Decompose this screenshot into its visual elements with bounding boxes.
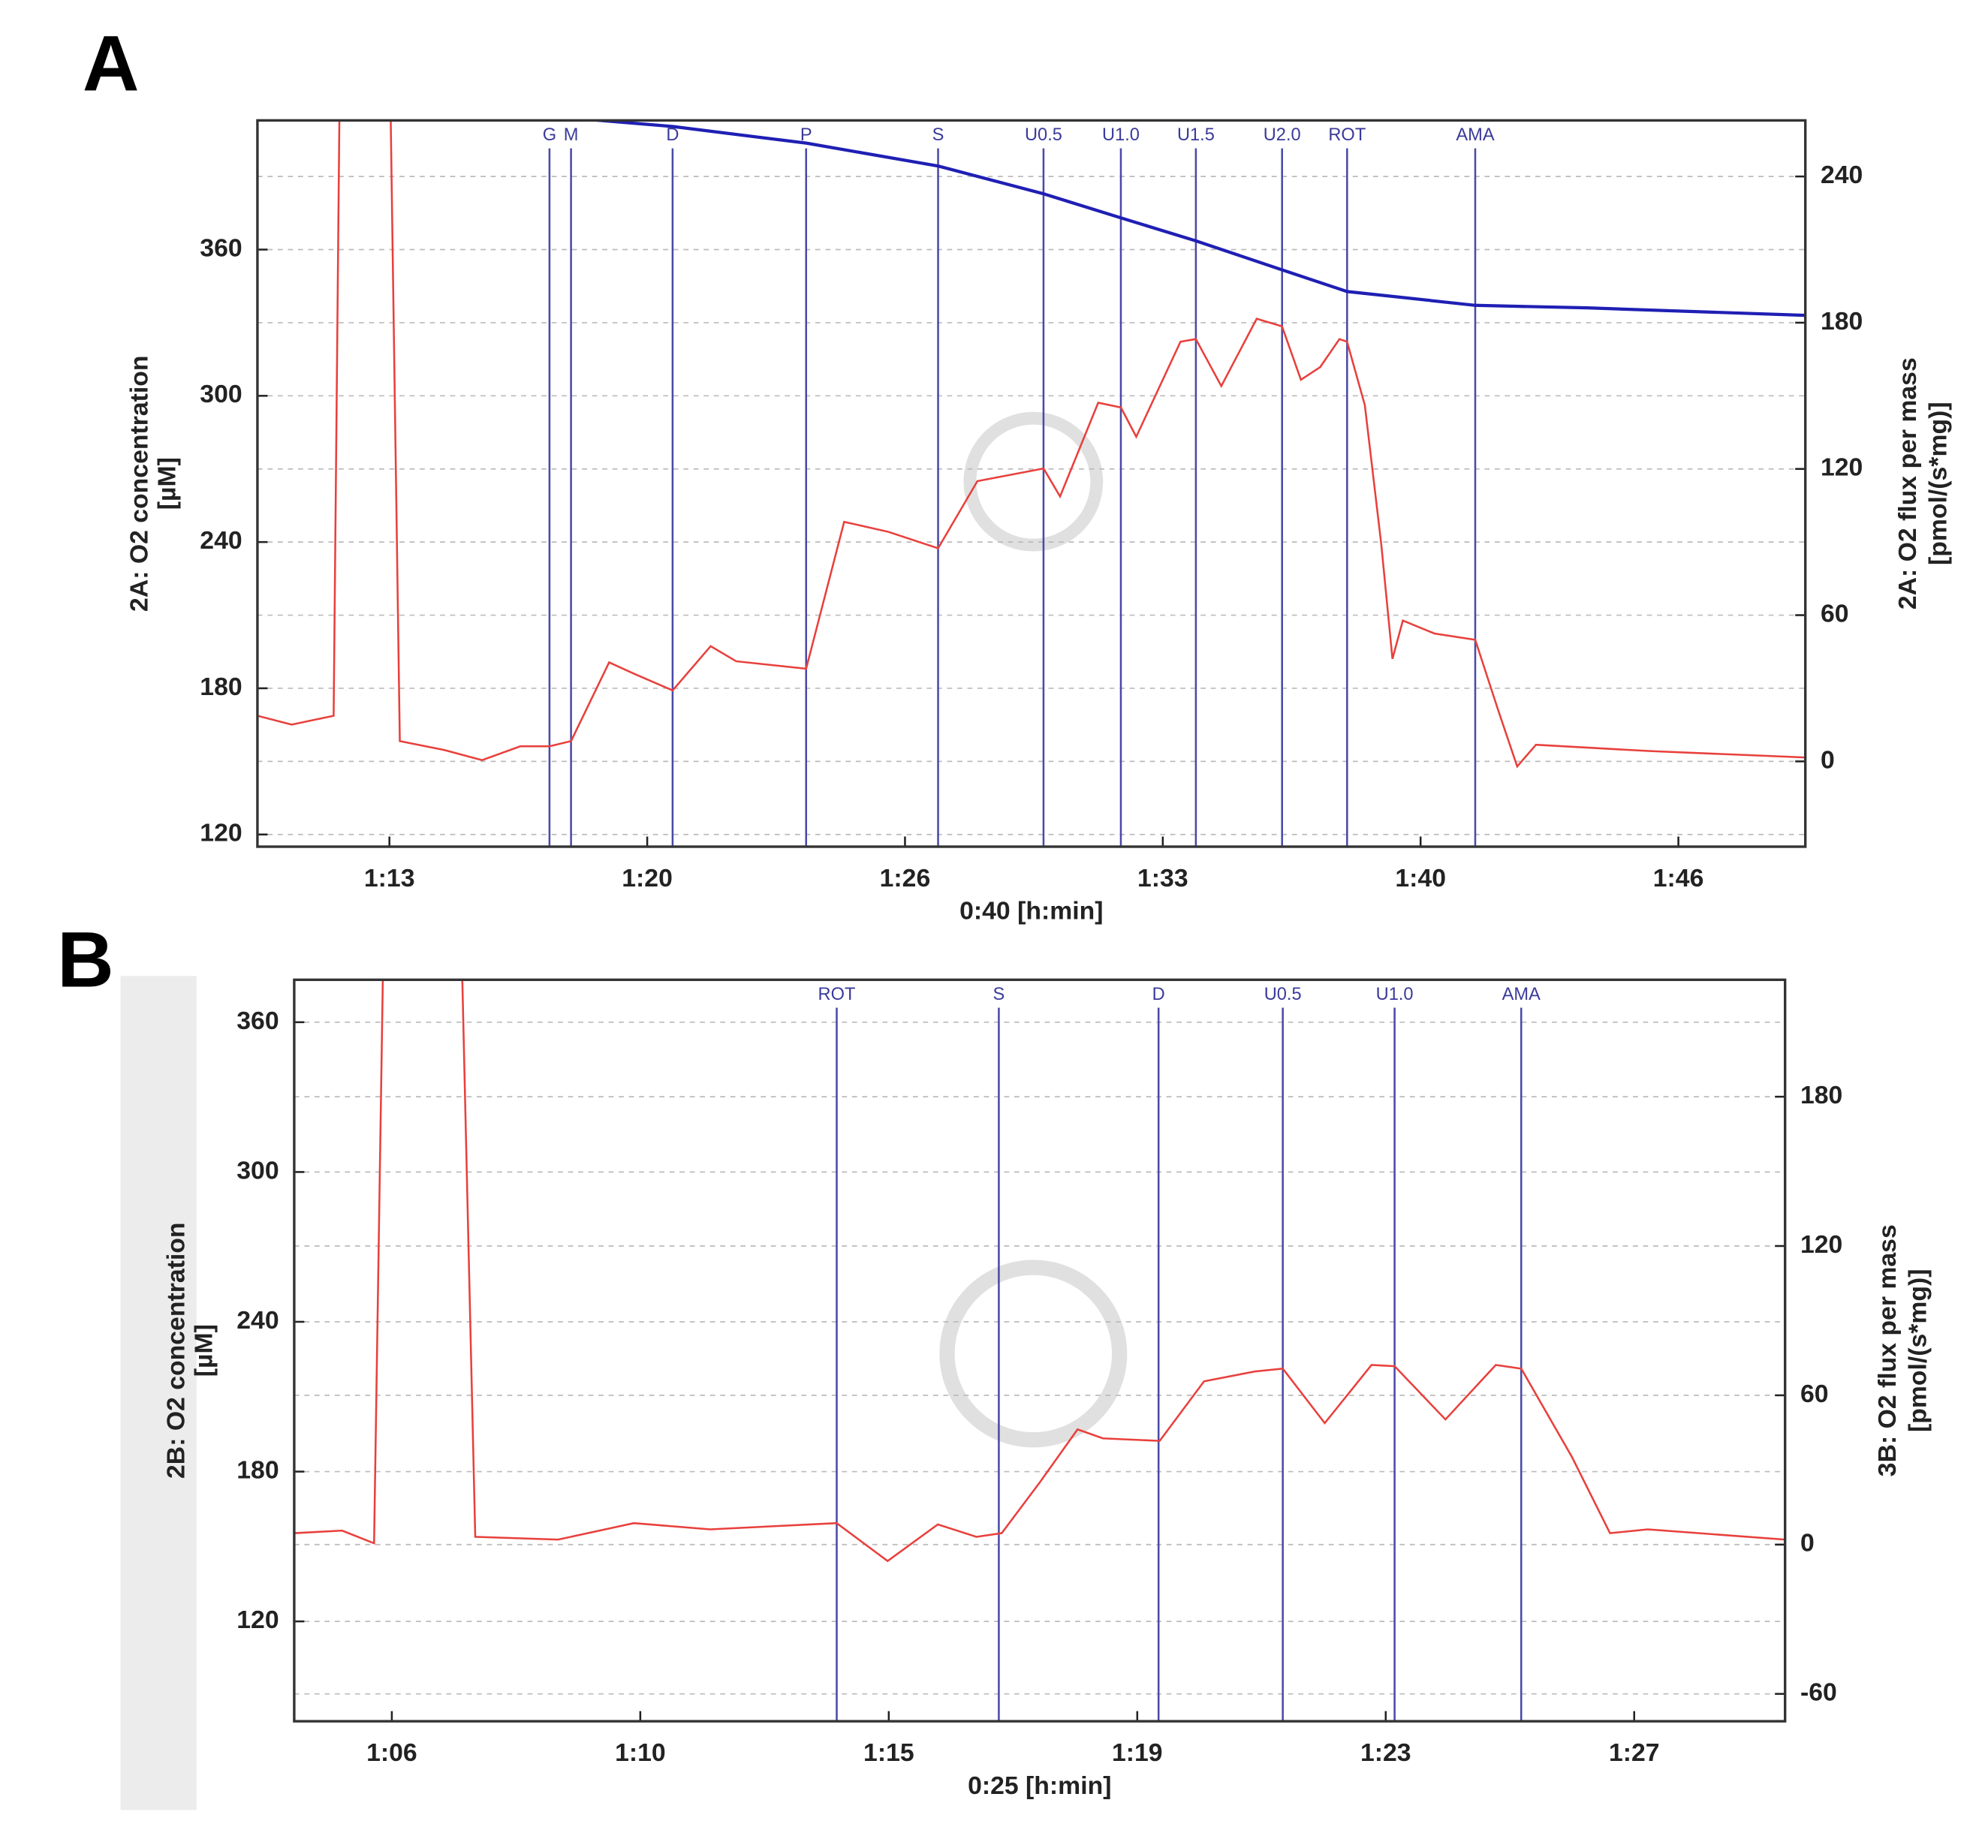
plot-frame	[293, 978, 1787, 1723]
x-tick-label: 1:33	[1137, 864, 1188, 892]
data-line	[596, 120, 1806, 318]
x-tick-label: 1:27	[1609, 1738, 1660, 1767]
y-tick-label: 300	[200, 380, 242, 408]
y2-axis-label: 3B: O2 flux per mass	[1873, 1224, 1902, 1476]
x-axis-label: 0:40 [h:min]	[959, 897, 1103, 926]
panel-label: B	[57, 916, 114, 1004]
event-label: S	[993, 985, 1005, 1004]
y-tick-label: 240	[1821, 161, 1863, 189]
y-axis-label: 2B: O2 concentration	[161, 1222, 190, 1478]
x-tick-label: 1:10	[615, 1738, 666, 1767]
event-label: U1.0	[1102, 125, 1140, 145]
y2-axis-label: [pmol/(s*mg)]	[1924, 402, 1953, 565]
y-tick-label: 360	[236, 1007, 279, 1035]
y-tick-label: 180	[236, 1455, 279, 1484]
event-label: S	[932, 125, 944, 145]
y-tick-label: 240	[236, 1306, 279, 1335]
x-tick-label: 1:20	[622, 864, 673, 892]
event-label: U2.0	[1264, 125, 1301, 145]
side-band	[120, 976, 197, 1810]
y-tick-label: 240	[200, 526, 242, 555]
y-tick-label: 60	[1800, 1380, 1829, 1408]
data-line	[257, 120, 1806, 769]
y-tick-label: 360	[200, 233, 242, 262]
event-label: U0.5	[1025, 125, 1062, 145]
y-axis-label: 2A: O2 concentration	[125, 355, 153, 611]
x-tick-label: 1:13	[364, 864, 415, 892]
x-tick-label: 1:23	[1360, 1738, 1411, 1767]
y-tick-label: 0	[1821, 745, 1835, 774]
y-tick-label: 120	[236, 1606, 279, 1634]
x-tick-label: 1:15	[863, 1738, 914, 1767]
watermark	[963, 411, 1104, 552]
event-label: AMA	[1502, 985, 1541, 1004]
y-tick-label: 180	[1800, 1081, 1842, 1109]
y2-axis-label: [pmol/(s*mg)]	[1904, 1269, 1932, 1432]
y-tick-label: 300	[236, 1156, 279, 1184]
x-axis-label: 0:25 [h:min]	[968, 1771, 1111, 1800]
y-tick-label: 60	[1821, 599, 1849, 628]
data-line	[294, 980, 1785, 1563]
x-tick-label: 1:40	[1395, 864, 1446, 892]
y-tick-label: 120	[1821, 453, 1863, 482]
event-label: D	[666, 125, 679, 145]
event-label: U0.5	[1264, 985, 1302, 1004]
y2-axis-label: 2A: O2 flux per mass	[1893, 357, 1922, 609]
event-label: AMA	[1456, 125, 1494, 145]
y-tick-label: 120	[200, 819, 242, 847]
y-axis-label: [µM]	[153, 457, 182, 510]
event-label: ROT	[818, 985, 856, 1004]
y-tick-label: 180	[1821, 307, 1863, 336]
y-tick-label: 180	[200, 673, 242, 701]
plot-frame	[256, 119, 1807, 848]
x-tick-label: 1:19	[1112, 1738, 1163, 1767]
y-tick-label: 0	[1800, 1529, 1815, 1558]
y-axis-label: [µM]	[190, 1324, 218, 1377]
x-tick-label: 1:06	[366, 1738, 417, 1767]
y-tick-label: 120	[1800, 1230, 1842, 1259]
event-label: P	[800, 125, 812, 145]
x-tick-label: 1:26	[880, 864, 931, 892]
event-label: U1.0	[1376, 985, 1414, 1004]
event-label: G	[543, 125, 556, 145]
x-tick-label: 1:46	[1653, 864, 1704, 892]
event-label: U1.5	[1177, 125, 1215, 145]
event-label: M	[564, 125, 579, 145]
panel-label: A	[83, 20, 140, 108]
y-tick-label: -60	[1800, 1678, 1837, 1707]
event-label: ROT	[1328, 125, 1366, 145]
watermark	[939, 1260, 1128, 1448]
event-label: D	[1152, 985, 1165, 1004]
